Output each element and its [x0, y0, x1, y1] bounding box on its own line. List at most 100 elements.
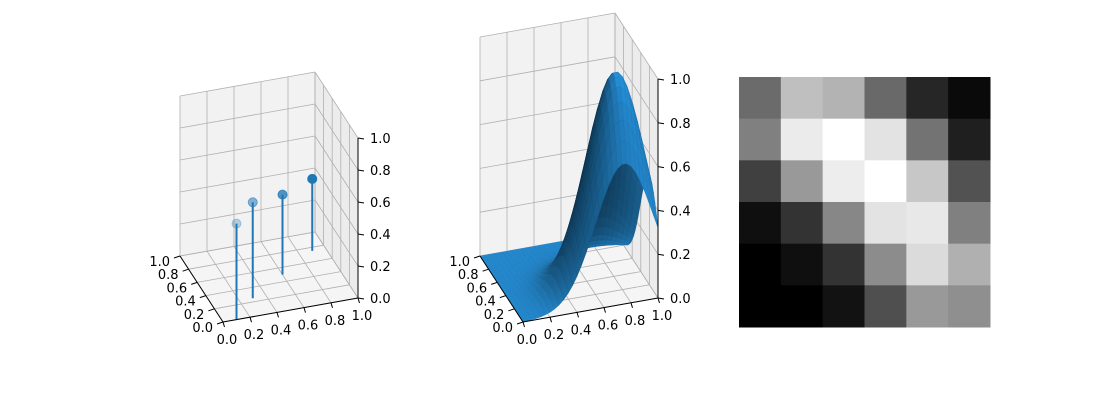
heatmap-cell — [864, 243, 907, 286]
surface-grid-line — [479, 100, 616, 125]
stem-y-tick-label: 0.6 — [167, 281, 188, 296]
heatmap-cell — [906, 118, 949, 161]
heatmap-cell — [822, 118, 865, 161]
heatmap-cell — [822, 285, 865, 328]
stem-marker — [231, 218, 242, 229]
stem-marker — [307, 173, 318, 184]
heatmap-cell — [739, 285, 782, 328]
stem-y-tick — [208, 308, 215, 312]
surface-grid-line — [614, 12, 659, 80]
surface-x-tick — [603, 307, 606, 313]
stem-x-tick — [276, 312, 279, 318]
surface-grid-line — [614, 56, 659, 124]
stem-y-tick-label: 0.2 — [184, 308, 205, 323]
stem-grid-line — [206, 250, 251, 318]
stem-grid-line — [188, 244, 324, 270]
stem-z-tick-label: 0.0 — [370, 292, 391, 307]
surface-y-tick — [499, 295, 506, 299]
stem-x-axis-line — [222, 297, 359, 323]
stem-grid-line — [314, 135, 359, 203]
stem-z-tick-label: 0.8 — [370, 164, 391, 179]
surface-grid-line — [479, 56, 616, 82]
heatmap-cell — [780, 202, 824, 245]
heatmap-cell — [948, 160, 991, 203]
heatmap-cell — [864, 285, 907, 328]
surface-x-tick — [630, 302, 633, 308]
heatmap-cell — [780, 118, 824, 161]
stem-y-tick — [216, 321, 224, 325]
heatmap-cell — [864, 160, 907, 203]
stem-grid-line — [179, 167, 316, 193]
stem-x-tick — [249, 317, 252, 323]
heatmap-cell — [822, 160, 865, 203]
surface-z-tick-label: 0.0 — [670, 292, 691, 307]
surface-grid-line — [587, 236, 632, 304]
surface-x-tick-label: 0.6 — [598, 319, 619, 334]
stem-y-tick-label: 0.0 — [192, 321, 213, 336]
stem-x-tick — [222, 321, 225, 328]
stem-x-tick — [303, 307, 306, 313]
heatmap-cell — [906, 285, 949, 328]
surface-x-tick-label: 0.2 — [544, 328, 565, 343]
stem-3d-axes: 0.00.00.00.20.20.20.40.40.40.60.60.60.80… — [149, 71, 391, 348]
surface-y-tick — [508, 308, 515, 312]
stem-x-tick-label: 0.8 — [325, 314, 346, 329]
heatmap-cell — [864, 77, 907, 120]
stem-z-tick-label: 0.2 — [370, 260, 391, 275]
surface-grid-line — [479, 12, 616, 38]
surface-z-tick-label: 0.2 — [670, 248, 691, 263]
surface-z-tick — [657, 166, 665, 169]
heatmap-cell — [948, 285, 991, 328]
stem-grid-line — [314, 167, 359, 235]
stem-grid-line — [314, 103, 359, 171]
surface-3d-axes: 0.00.00.00.20.20.20.40.40.40.60.60.60.80… — [449, 12, 691, 348]
stem-y-tick — [173, 255, 181, 259]
stem-grid-line — [287, 236, 332, 304]
surface-z-tick — [657, 209, 665, 212]
surface-y-tick — [482, 268, 489, 272]
heatmap-cell — [739, 202, 782, 245]
stem-grid-line — [179, 135, 316, 161]
heatmap-cell — [780, 285, 824, 328]
surface-z-tick — [657, 78, 665, 81]
surface-patch — [651, 201, 659, 228]
heatmap-cell — [822, 77, 865, 120]
surface-z-tick — [657, 122, 665, 125]
stem-x-tick — [330, 302, 333, 308]
stem-y-tick — [191, 281, 198, 285]
heatmap-cell — [906, 77, 949, 120]
heatmap-cell — [780, 77, 824, 120]
heatmap-cell — [822, 243, 865, 286]
surface-x-tick — [657, 297, 660, 304]
stem-grid-line — [179, 231, 316, 257]
stem-y-tick-label: 1.0 — [149, 255, 170, 270]
stem-side-pane — [315, 72, 358, 298]
stem-grid-line — [179, 103, 316, 129]
stem-grid-line — [179, 199, 316, 225]
surface-z-tick-label: 1.0 — [670, 73, 691, 88]
stem-z-tick — [357, 169, 365, 172]
surface-z-tick — [657, 297, 665, 300]
stem-z-tick-label: 1.0 — [370, 132, 391, 147]
stem-y-axis-line — [179, 255, 224, 323]
surface-y-tick-label: 1.0 — [449, 255, 470, 270]
surface-z-tick-label: 0.4 — [670, 204, 691, 219]
stem-back-pane — [180, 72, 315, 256]
stem-grid-line — [314, 231, 359, 299]
heatmap-cell — [739, 160, 782, 203]
heatmap-cell — [780, 160, 824, 203]
stem-grid-line — [233, 246, 278, 313]
heatmap-cell — [948, 118, 991, 161]
surface-x-axis-line — [522, 297, 659, 323]
surface-x-tick — [549, 317, 552, 323]
heatmap-cell — [906, 160, 949, 203]
stem-z-tick — [357, 265, 365, 268]
heatmap-cell — [906, 202, 949, 245]
heatmap-cell — [864, 202, 907, 245]
heatmap-cell — [864, 118, 907, 161]
surface-y-tick-label: 0.2 — [484, 308, 505, 323]
surface-x-tick — [522, 321, 525, 328]
surface-y-tick-label: 0.4 — [475, 295, 496, 310]
surface-x-tick-label: 0.0 — [517, 333, 538, 348]
